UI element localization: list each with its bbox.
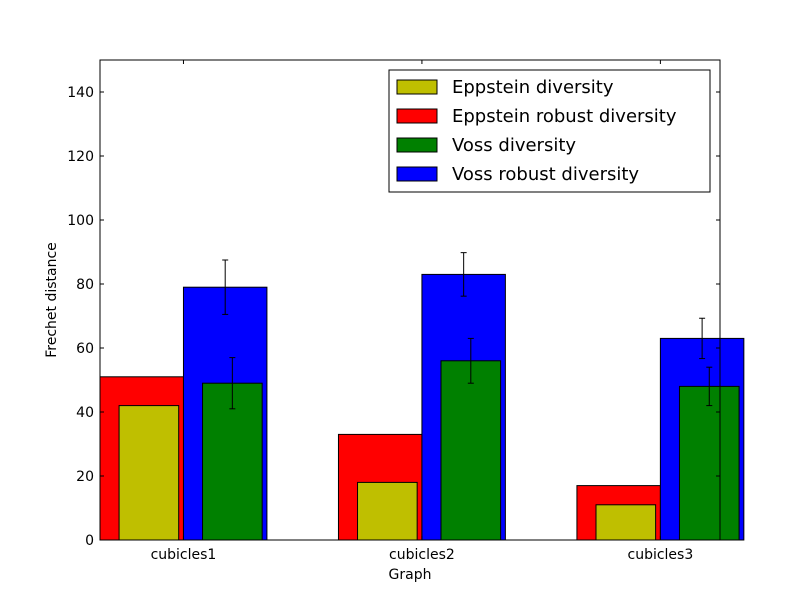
y-tick-label: 120 — [67, 149, 94, 165]
legend-swatch — [396, 137, 438, 153]
x-axis-label: Graph — [389, 567, 432, 583]
bars-layer — [99, 273, 745, 541]
x-axis: cubicles1 cubicles2 cubicles3 — [151, 60, 694, 563]
error-bar-voss-robust-diversity-cubicles1 — [222, 259, 229, 315]
bar-eppstein-diversity-cubicles2 — [357, 481, 418, 541]
x-tick-label-cubicles2: cubicles2 — [389, 547, 455, 563]
bar-eppstein-diversity-cubicles3 — [595, 504, 657, 541]
x-tick-label-cubicles1: cubicles1 — [151, 547, 217, 563]
error-bar-voss-robust-diversity-cubicles3 — [699, 317, 706, 360]
x-tick-label-cubicles3: cubicles3 — [628, 547, 694, 563]
y-tick-label: 0 — [85, 533, 94, 549]
legend-swatch — [396, 166, 438, 182]
bar-voss-diversity-cubicles3 — [678, 385, 740, 541]
legend-item: Eppstein robust diversity — [396, 106, 677, 127]
legend: Eppstein diversity Eppstein robust divers… — [388, 69, 711, 193]
legend-label: Eppstein diversity — [452, 77, 614, 98]
error-bars-layer — [222, 252, 713, 410]
plot-frame — [99, 59, 721, 541]
y-tick-label: 40 — [76, 405, 94, 421]
y-tick-label: 140 — [67, 85, 94, 101]
error-bar-voss-diversity-cubicles1 — [229, 357, 236, 410]
error-bar-voss-robust-diversity-cubicles2 — [460, 252, 467, 297]
legend-label: Voss robust diversity — [452, 164, 639, 185]
y-tick-label: 20 — [76, 469, 94, 485]
legend-swatch — [396, 79, 438, 95]
legend-item: Eppstein diversity — [396, 77, 614, 98]
legend-item: Voss robust diversity — [396, 164, 639, 185]
legend-box — [388, 69, 711, 193]
bar-voss-diversity-cubicles2 — [440, 360, 502, 541]
y-axis-label: Frechet distance — [44, 242, 60, 358]
y-tick-label: 60 — [76, 341, 94, 357]
y-tick-label: 80 — [76, 277, 94, 293]
legend-label: Voss diversity — [452, 135, 576, 156]
y-tick-label: 100 — [67, 213, 94, 229]
legend-item: Voss diversity — [396, 135, 576, 156]
legend-swatch — [396, 108, 438, 124]
bar-eppstein-diversity-cubicles1 — [118, 405, 180, 541]
error-bar-voss-diversity-cubicles3 — [706, 366, 713, 407]
y-axis: 0 20 40 60 80 100 120 140 — [67, 85, 720, 549]
legend-label: Eppstein robust diversity — [452, 106, 677, 127]
error-bar-voss-diversity-cubicles2 — [467, 337, 474, 384]
